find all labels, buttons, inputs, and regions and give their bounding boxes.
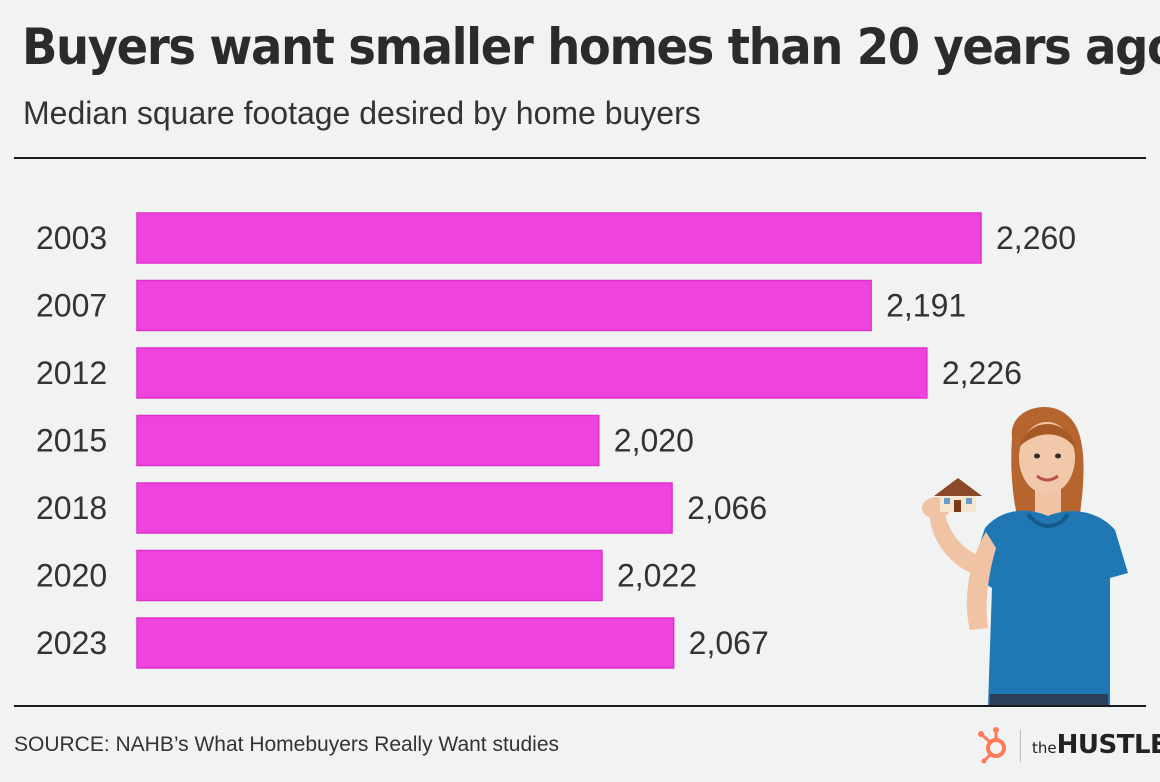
bar-2018	[136, 482, 673, 534]
value-label-2012: 2,226	[942, 355, 1022, 391]
bottom-divider	[14, 705, 1146, 707]
value-label-2023: 2,067	[689, 625, 769, 661]
category-label-2012: 2012	[36, 355, 107, 391]
bar-2015	[136, 414, 600, 467]
category-label-2018: 2018	[36, 490, 107, 526]
chart-title: Buyers want smaller homes than 20 years …	[22, 18, 1160, 76]
bar-chart: 2003 2,260 2007 2,191 2012 2,226 2015 2,020 2018…	[36, 212, 1076, 669]
hubspot-sprocket-icon	[978, 727, 1006, 764]
top-divider	[14, 157, 1146, 159]
brand-wordmark: HUSTLE	[1056, 730, 1160, 760]
value-label-2015: 2,020	[614, 423, 694, 459]
bar-2020	[136, 549, 603, 602]
category-label-2020: 2020	[36, 558, 107, 594]
value-label-2007: 2,191	[886, 288, 966, 324]
woman-holding-house-icon	[922, 407, 1128, 706]
bar-2003	[136, 212, 982, 264]
value-label-2003: 2,260	[996, 220, 1076, 256]
bar-2012	[136, 347, 928, 399]
brand-logo: theHUSTLE	[976, 726, 1160, 766]
source-note: SOURCE: NAHB’s What Homebuyers Really Wa…	[14, 733, 560, 756]
category-label-2015: 2015	[36, 423, 107, 459]
value-label-2020: 2,022	[617, 558, 697, 594]
category-label-2007: 2007	[36, 288, 107, 324]
value-label-2018: 2,066	[687, 490, 767, 526]
brand-prefix: the	[1032, 739, 1057, 757]
category-label-2003: 2003	[36, 220, 107, 256]
bar-2007	[136, 279, 872, 332]
chart-subtitle: Median square footage desired by home bu…	[23, 95, 701, 131]
brand-divider	[1020, 730, 1021, 762]
category-label-2023: 2023	[36, 625, 107, 661]
brand-name: theHUSTLE	[1032, 730, 1160, 760]
bar-2023	[136, 617, 675, 669]
